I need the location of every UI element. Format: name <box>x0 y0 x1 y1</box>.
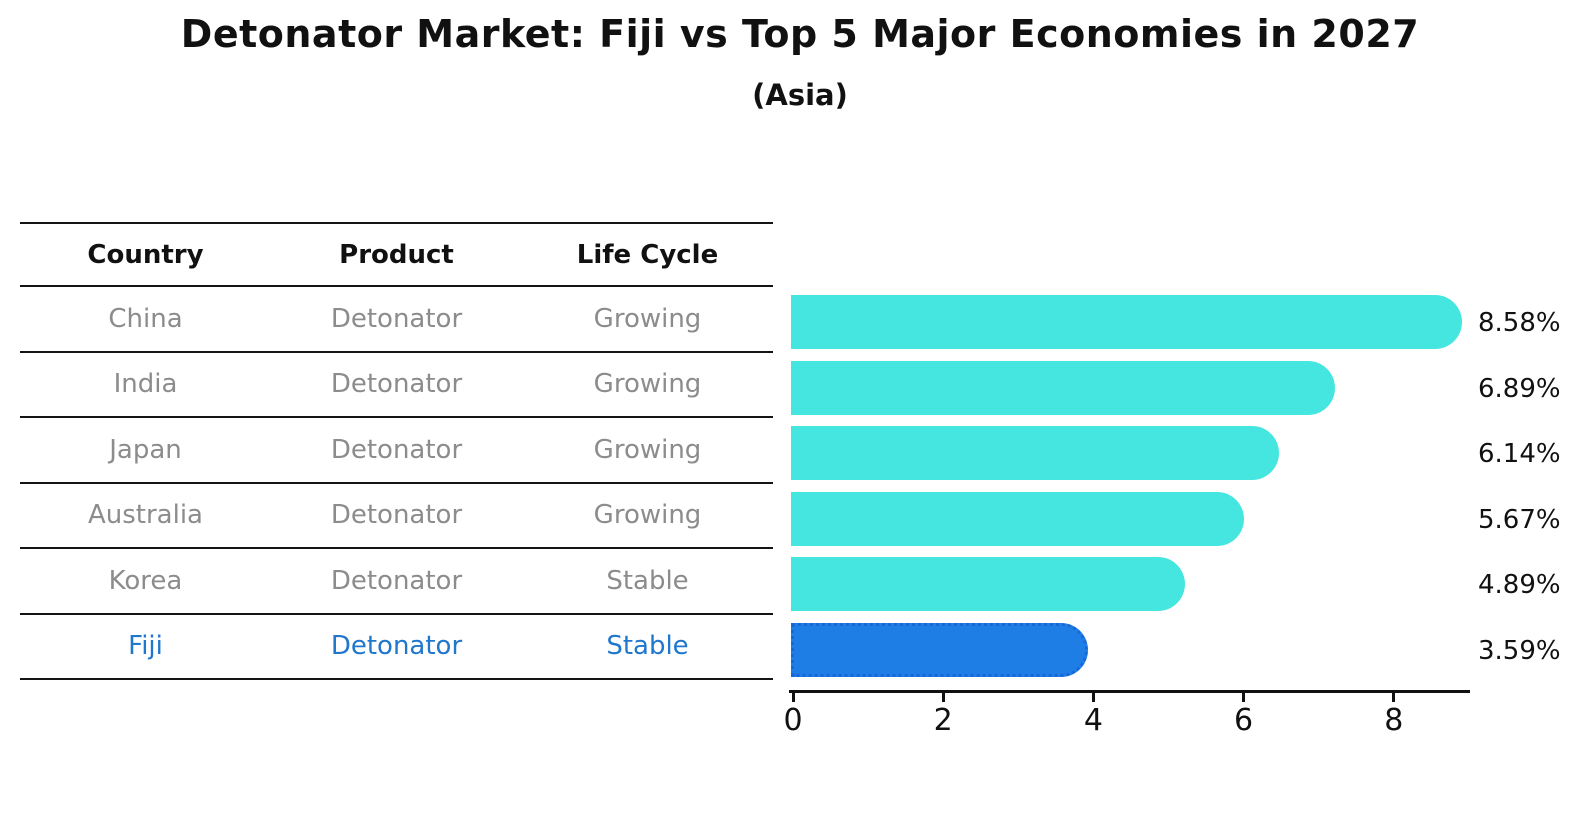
product-cell: Detonator <box>330 303 463 334</box>
country-cell: Korea <box>108 565 183 596</box>
x-tick-mark-6 <box>1242 693 1246 702</box>
table-row-fiji: Fiji Detonator Stable <box>20 615 773 680</box>
table-row-china: China Detonator Growing <box>20 287 773 353</box>
value-label-fiji: 3.59% <box>1478 635 1561 666</box>
x-tick-label-4: 4 <box>1083 703 1103 738</box>
table-row-korea: Korea Detonator Stable <box>20 549 773 615</box>
x-tick-mark-2 <box>941 693 945 702</box>
x-axis-line <box>789 690 1470 693</box>
life-cycle-cell: Growing <box>593 369 702 400</box>
bar-fiji <box>791 622 1088 677</box>
x-tick-label-0: 0 <box>783 703 803 738</box>
column-header-country: Country <box>87 239 204 270</box>
value-label-india: 6.89% <box>1478 373 1561 404</box>
value-label-korea: 4.89% <box>1478 570 1561 600</box>
x-tick-label-6: 6 <box>1234 703 1254 738</box>
bar-korea <box>791 557 1185 611</box>
life-cycle-cell: Growing <box>593 500 702 531</box>
x-tick-mark-0 <box>791 693 795 702</box>
country-cell: Fiji <box>128 631 163 662</box>
country-info-table: Country Product Life Cycle China Detonat… <box>20 222 773 680</box>
value-label-china: 8.58% <box>1478 308 1561 338</box>
country-cell: Japan <box>109 434 182 465</box>
chart-title: Detonator Market: Fiji vs Top 5 Major Ec… <box>180 12 1420 56</box>
x-tick-label-8: 8 <box>1384 703 1404 738</box>
table-header-row: Country Product Life Cycle <box>20 224 773 287</box>
country-cell: China <box>108 303 183 334</box>
life-cycle-cell: Stable <box>606 631 689 662</box>
bar-india <box>791 360 1335 415</box>
bar-australia <box>791 491 1244 546</box>
table-row-india: India Detonator Growing <box>20 353 773 418</box>
x-tick-label-2: 2 <box>933 703 953 738</box>
product-cell: Detonator <box>330 500 463 531</box>
table-row-australia: Australia Detonator Growing <box>20 484 773 549</box>
column-header-life-cycle: Life Cycle <box>576 239 719 270</box>
value-label-australia: 5.67% <box>1478 504 1561 535</box>
table-row-japan: Japan Detonator Growing <box>20 418 773 484</box>
bar-china <box>791 295 1462 349</box>
column-header-product: Product <box>339 239 454 270</box>
life-cycle-cell: Stable <box>606 565 689 596</box>
x-tick-mark-8 <box>1392 693 1396 702</box>
product-cell: Detonator <box>330 369 463 400</box>
life-cycle-cell: Growing <box>593 303 702 334</box>
bar-japan <box>791 426 1279 480</box>
x-tick-mark-4 <box>1091 693 1095 702</box>
life-cycle-cell: Growing <box>593 434 702 465</box>
product-cell: Detonator <box>330 565 463 596</box>
product-cell: Detonator <box>330 434 463 465</box>
product-cell: Detonator <box>330 631 463 662</box>
value-label-japan: 6.14% <box>1478 439 1561 469</box>
country-cell: India <box>113 369 178 400</box>
chart-subtitle: (Asia) <box>752 78 848 112</box>
country-cell: Australia <box>87 500 203 531</box>
